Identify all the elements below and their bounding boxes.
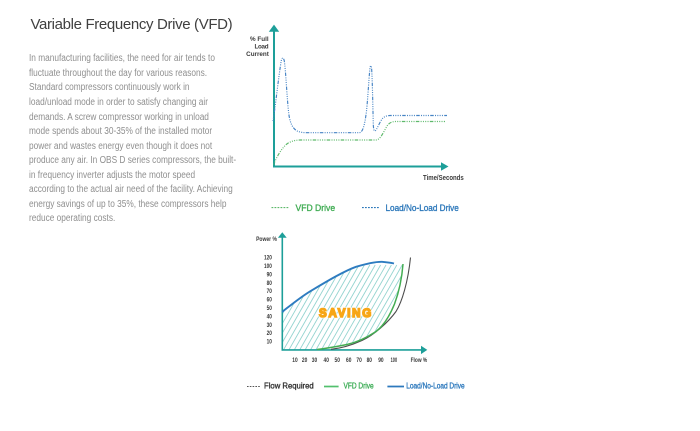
svg-text:30: 30 [312, 357, 318, 364]
svg-text:Flow %: Flow % [411, 357, 428, 364]
svg-text:100: 100 [264, 263, 272, 270]
svg-text:SAVING: SAVING [319, 308, 373, 320]
svg-text:VFD Drive: VFD Drive [296, 202, 336, 213]
svg-text:100: 100 [391, 357, 398, 364]
svg-text:Load: Load [254, 44, 268, 51]
svg-text:30: 30 [267, 322, 273, 329]
svg-text:60: 60 [267, 297, 273, 304]
svg-text:50: 50 [335, 357, 341, 364]
svg-text:40: 40 [324, 357, 330, 364]
svg-text:120: 120 [264, 255, 272, 262]
svg-text:VFD Drive: VFD Drive [344, 381, 374, 391]
svg-text:Load/No-Load Drive: Load/No-Load Drive [386, 202, 459, 213]
svg-text:Load/No-Load Drive: Load/No-Load Drive [406, 381, 465, 391]
svg-text:Current: Current [246, 51, 270, 58]
svg-text:80: 80 [267, 280, 273, 287]
svg-text:50: 50 [267, 305, 273, 312]
svg-text:60: 60 [346, 357, 352, 364]
svg-text:40: 40 [267, 313, 273, 320]
svg-text:SAVING: SAVING [319, 308, 373, 320]
svg-text:Power %: Power % [256, 236, 277, 243]
svg-text:10: 10 [292, 357, 298, 364]
svg-text:90: 90 [267, 271, 273, 278]
svg-text:70: 70 [356, 357, 362, 364]
svg-text:10: 10 [267, 339, 273, 346]
svg-text:90: 90 [378, 357, 384, 364]
svg-text:20: 20 [302, 357, 308, 364]
svg-text:% Full: % Full [250, 36, 269, 43]
svg-text:20: 20 [267, 330, 273, 337]
svg-text:Time/Seconds: Time/Seconds [423, 175, 464, 182]
svg-text:80: 80 [367, 357, 373, 364]
svg-text:Flow Required: Flow Required [264, 381, 314, 391]
svg-text:70: 70 [267, 288, 273, 295]
